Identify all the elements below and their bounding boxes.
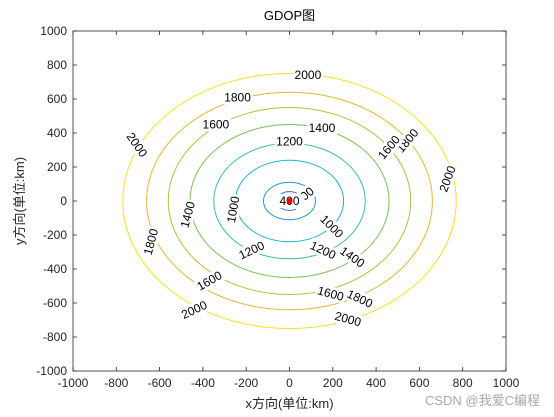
y-tick-label: 600 bbox=[47, 92, 67, 106]
y-tick-label: -400 bbox=[43, 262, 67, 276]
contour-label-bg bbox=[222, 90, 253, 105]
contour-label: 1400 bbox=[178, 200, 199, 230]
x-tick-label: -600 bbox=[148, 376, 172, 390]
y-axis-title: y方向(单位:km) bbox=[12, 157, 27, 245]
contour-label-bg bbox=[335, 242, 369, 272]
contour-1600 bbox=[167, 107, 412, 295]
contour-label-bg bbox=[223, 193, 243, 226]
contour-label-bg bbox=[140, 225, 162, 259]
y-tick-label: -800 bbox=[43, 330, 67, 344]
contour-label-bg bbox=[292, 68, 323, 83]
contour-label: 1600 bbox=[203, 118, 230, 132]
contour-label-bg bbox=[235, 237, 269, 263]
x-axis-title: x方向(单位:km) bbox=[245, 396, 333, 411]
x-tick-label: 800 bbox=[453, 376, 473, 390]
contour-label: 1600 bbox=[316, 283, 346, 304]
watermark: CSDN @我爱C编程 bbox=[424, 393, 540, 408]
x-tick-label: 1000 bbox=[493, 376, 520, 390]
x-tick-label: 0 bbox=[286, 376, 293, 390]
source-markers bbox=[286, 198, 293, 204]
contour-label: 2000 bbox=[333, 309, 363, 330]
contour-label-bg bbox=[435, 162, 460, 196]
contour-label-bg bbox=[392, 124, 423, 157]
x-tick-label: -200 bbox=[234, 376, 258, 390]
contour-label: 1200 bbox=[276, 135, 303, 149]
x-tick-label: 600 bbox=[409, 376, 429, 390]
contour-label-bg bbox=[306, 120, 337, 135]
contour-label: 1400 bbox=[309, 121, 336, 135]
contour-label-bg bbox=[274, 134, 305, 149]
y-tick-label: 800 bbox=[47, 58, 67, 72]
x-tick-label: 200 bbox=[323, 376, 343, 390]
contour-label-bg bbox=[316, 210, 348, 243]
chart-title: GDOP图 bbox=[264, 8, 315, 23]
contour-label: 1000 bbox=[224, 195, 242, 224]
contour-label-bg bbox=[192, 267, 226, 295]
contour-label-bg bbox=[306, 237, 340, 263]
x-tick-label: -400 bbox=[191, 376, 215, 390]
contour-800 bbox=[263, 181, 316, 221]
x-tick-label: -1000 bbox=[58, 376, 89, 390]
contour-label: 1800 bbox=[224, 90, 251, 104]
contour-label-bg bbox=[200, 117, 231, 132]
y-tick-label: 1000 bbox=[40, 24, 67, 38]
contour-2000 bbox=[122, 73, 457, 329]
x-tick-label: -800 bbox=[104, 376, 128, 390]
y-axis-ticks: -1000 -800 -600 -400 -200 0 200 400 600 800 1000 bbox=[36, 24, 506, 378]
source-marker bbox=[286, 198, 293, 204]
contour-label-bg bbox=[314, 283, 347, 305]
x-tick-label: 400 bbox=[366, 376, 386, 390]
contour-label-bg bbox=[122, 128, 152, 162]
y-tick-label: -200 bbox=[43, 228, 67, 242]
y-tick-label: -600 bbox=[43, 296, 67, 310]
contour-label-bg bbox=[374, 131, 405, 164]
y-tick-label: 0 bbox=[60, 194, 67, 208]
x-axis-ticks: -1000 -800 -600 -400 -200 0 200 400 600 800 1000 bbox=[58, 31, 520, 390]
contour-label-bg bbox=[343, 286, 377, 312]
contour-1800 bbox=[146, 91, 433, 311]
y-tick-label: -1000 bbox=[36, 364, 67, 378]
contour-label-bg bbox=[331, 308, 365, 330]
contour-label: 1800 bbox=[141, 227, 162, 257]
contour-label-bg bbox=[177, 198, 199, 231]
contour-label: 2000 bbox=[295, 68, 322, 82]
contour-label-bg bbox=[177, 297, 211, 323]
y-tick-label: 200 bbox=[47, 160, 67, 174]
y-tick-label: 400 bbox=[47, 126, 67, 140]
